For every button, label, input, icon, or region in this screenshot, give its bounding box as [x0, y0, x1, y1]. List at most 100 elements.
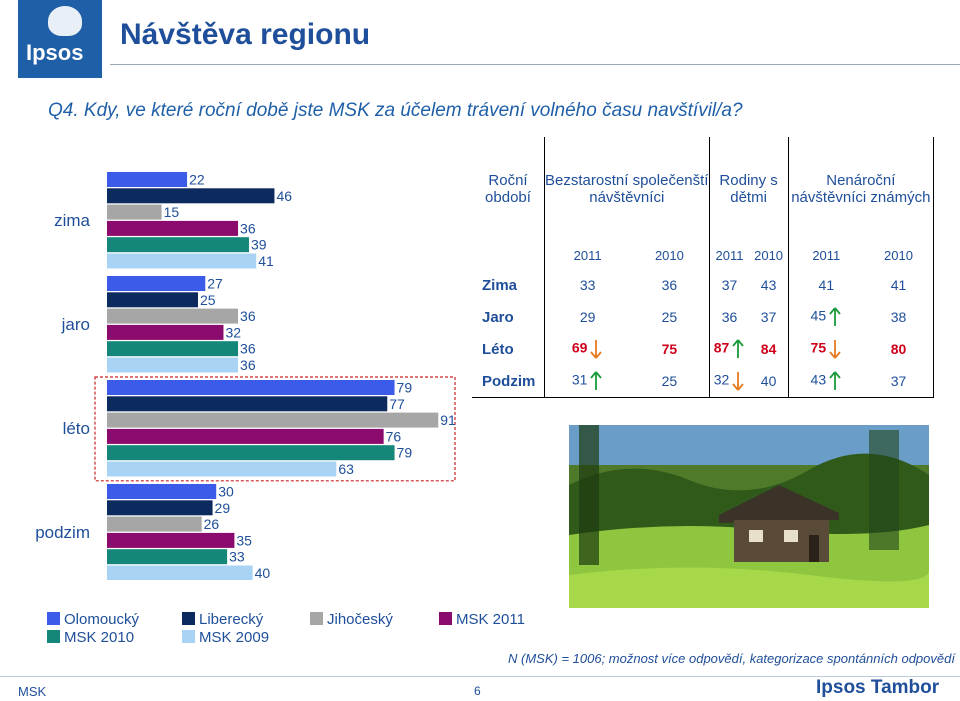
- row-label: Podzim: [472, 365, 545, 398]
- legend-swatch: [182, 630, 195, 643]
- bar-value-label: 32: [225, 324, 241, 340]
- table-cell: 38: [863, 301, 934, 333]
- bar: [107, 220, 239, 236]
- bar: [107, 308, 239, 324]
- bar-value-label: 26: [204, 516, 220, 532]
- year-cell: 2011: [708, 241, 750, 269]
- bar-value-label: 79: [397, 445, 413, 461]
- bar-value-label: 91: [440, 412, 456, 428]
- table-cell: 80: [863, 333, 934, 365]
- arrow-down-icon: [732, 372, 744, 391]
- bar-value-label: 36: [240, 220, 256, 236]
- table-cell: 25: [661, 309, 678, 325]
- bar-value-label: 35: [236, 532, 252, 548]
- bar-value-label: 25: [200, 292, 216, 308]
- group-header: Bezstarostní společenští návštěvníci: [544, 137, 710, 241]
- bar-value-label: 36: [240, 357, 256, 373]
- group-header: Rodiny s dětmi: [708, 137, 789, 241]
- table-cell: 45: [787, 301, 864, 333]
- table-row: Jaro 29 25 36 37 45 38: [472, 301, 934, 333]
- bar: [107, 516, 202, 532]
- legend-item: Liberecký: [182, 611, 263, 628]
- table-header-row: Roční období Bezstarostní společenští ná…: [472, 137, 935, 241]
- table-cell: 37: [708, 269, 750, 301]
- table-cell: 75: [661, 341, 678, 357]
- arrow-up-icon: [829, 371, 841, 390]
- year-cell: 2010: [754, 247, 784, 263]
- logo-head-icon: [48, 6, 82, 36]
- bar: [107, 357, 239, 373]
- year-cell: 2010: [654, 247, 684, 263]
- table-cell: 41: [787, 269, 864, 301]
- table-cell: 43: [787, 365, 864, 398]
- category-label: podzim: [35, 523, 90, 542]
- ipsos-logo: Ipsos: [18, 0, 102, 78]
- group-header: Nenároční návštěvníci známých: [787, 137, 935, 241]
- table-row: Léto 69 75 87 84 75 80: [472, 333, 934, 365]
- legend-item: MSK 2009: [182, 629, 269, 646]
- table-cell: 37: [760, 309, 777, 325]
- logo-text: Ipsos: [26, 40, 84, 65]
- legend-swatch: [439, 612, 452, 625]
- table-row: Podzim 31 25 32 40 43 37: [472, 365, 934, 398]
- bar: [107, 396, 388, 412]
- arrow-down-icon: [829, 340, 841, 359]
- bar: [107, 445, 395, 461]
- header-rule: [110, 64, 960, 65]
- legend-item: MSK 2011: [439, 611, 525, 628]
- bar: [107, 276, 206, 291]
- bar: [107, 324, 224, 340]
- table-cell: 41: [863, 269, 934, 301]
- year-cell: 2011: [544, 241, 631, 269]
- bar-value-label: 15: [164, 204, 180, 220]
- table-cell: 37: [863, 365, 934, 398]
- brand-logo-text: Ipsos Tambor: [816, 677, 940, 698]
- legend-swatch: [47, 612, 60, 625]
- season-bar-chart: zima224615363941jaro272536323636léto7977…: [35, 172, 456, 580]
- bar: [107, 204, 162, 220]
- bar: [107, 341, 239, 357]
- bar-value-label: 27: [207, 276, 223, 292]
- category-label: zima: [54, 211, 90, 230]
- table-cell: 31: [544, 365, 631, 398]
- table-cell: 33: [544, 269, 631, 301]
- year-row: 2011 2010 2011 2010 2011 2010: [472, 241, 934, 269]
- bar-value-label: 40: [255, 565, 271, 580]
- bar: [107, 549, 228, 565]
- bar: [107, 565, 253, 580]
- bar-value-label: 63: [338, 461, 354, 477]
- arrow-down-icon: [590, 340, 603, 359]
- footer-rule: [0, 676, 960, 677]
- bar-value-label: 76: [386, 428, 402, 444]
- table-cell: 32: [708, 365, 750, 398]
- table-row: Zima 33 36 37 43 41 41: [472, 269, 934, 301]
- footer-label: MSK: [18, 684, 47, 699]
- year-cell: 2011: [787, 241, 864, 269]
- table-cell: 40: [749, 365, 789, 398]
- bar: [107, 380, 395, 395]
- page-number: 6: [474, 684, 481, 698]
- bar-value-label: 39: [251, 237, 267, 253]
- category-label: jaro: [61, 315, 90, 334]
- page-title: Návštěva regionu: [120, 18, 371, 51]
- arrow-up-icon: [829, 307, 841, 326]
- row-label: Jaro: [482, 308, 514, 326]
- bar-value-label: 79: [397, 380, 413, 396]
- category-label: léto: [63, 419, 90, 438]
- bar: [107, 253, 257, 269]
- table-cell: 25: [630, 365, 710, 398]
- table-cell: 43: [760, 277, 777, 293]
- bar: [107, 461, 337, 477]
- bar-value-label: 36: [240, 308, 256, 324]
- row-label: Zima: [482, 276, 518, 294]
- legend-swatch: [47, 630, 60, 643]
- table-cell: 75: [787, 333, 864, 365]
- highlight-box: [94, 376, 456, 482]
- segment-table: Roční období Bezstarostní společenští ná…: [472, 137, 935, 398]
- bar: [107, 500, 213, 516]
- legend-swatch: [310, 612, 323, 625]
- table-cell: 69: [544, 333, 631, 365]
- bar: [107, 237, 249, 253]
- cottage-photo: [569, 425, 929, 608]
- sample-note: N (MSK) = 1006; možnost více odpovědí, k…: [508, 651, 955, 666]
